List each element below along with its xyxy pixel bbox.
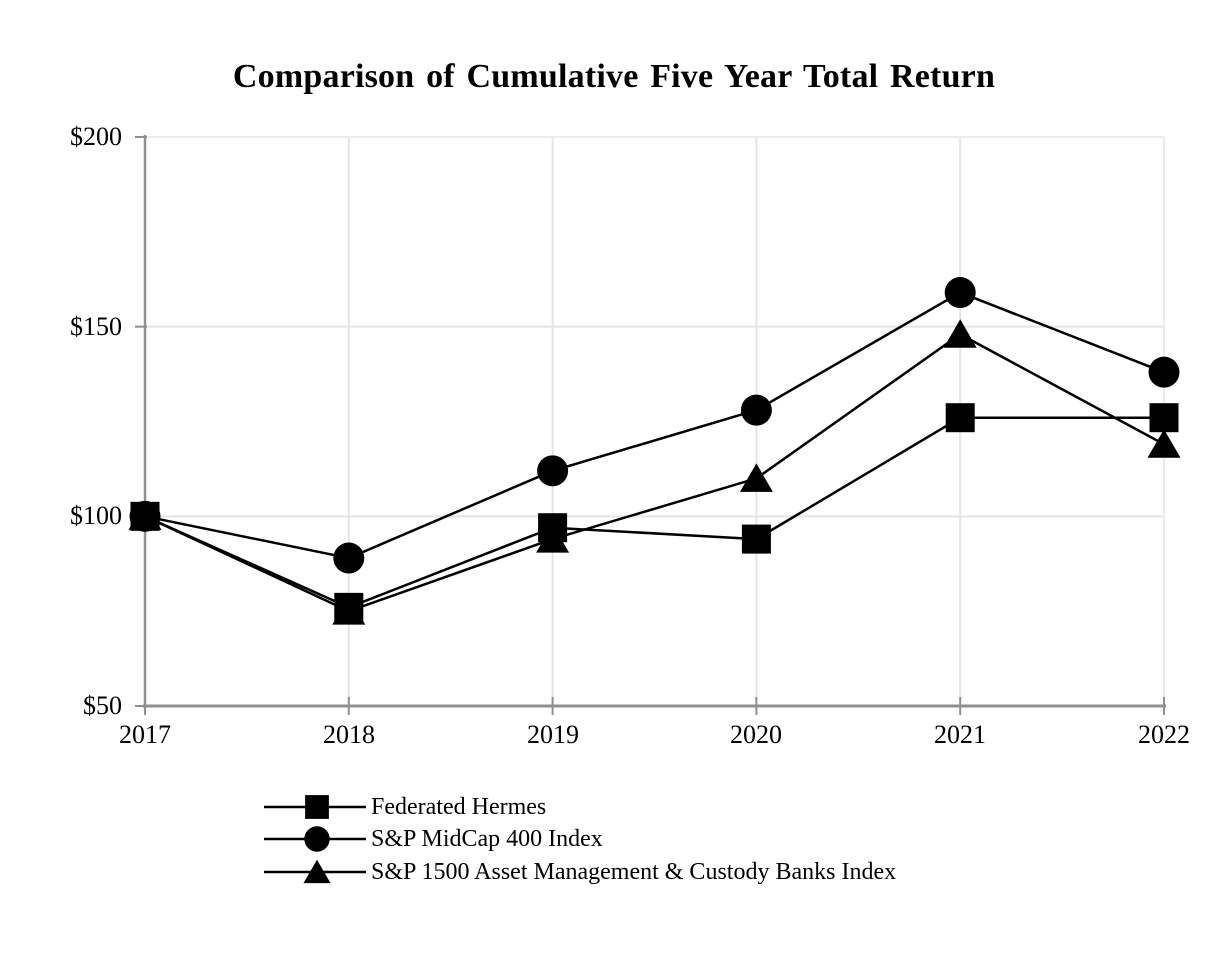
marker-square (538, 513, 568, 543)
marker-square (741, 524, 771, 554)
marker-square (130, 501, 160, 531)
y-axis-label-200: $200 (70, 122, 122, 151)
marker-circle (944, 277, 976, 309)
marker-circle (740, 394, 772, 426)
x-axis-label-2017: 2017 (119, 720, 171, 749)
chart-title: Comparison of Cumulative Five Year Total… (232, 58, 996, 95)
x-axis-label-2020: 2020 (730, 720, 782, 749)
x-axis-label-2019: 2019 (527, 720, 579, 749)
marker-square (1149, 403, 1179, 433)
x-axis-label-2018: 2018 (323, 720, 375, 749)
marker-triangle (739, 463, 773, 492)
legend-label-federated-hermes: Federated Hermes (371, 794, 547, 820)
legend-marker-circle (304, 826, 330, 852)
legend-label-sp-1500-asset-management-custody-banks-index: S&P 1500 Asset Management & Custody Bank… (371, 859, 897, 885)
y-axis-label-100: $100 (70, 501, 122, 530)
x-axis-label-2022: 2022 (1138, 720, 1190, 749)
marker-triangle (1147, 429, 1181, 458)
marker-square (945, 403, 975, 433)
y-axis-label-150: $150 (70, 312, 122, 341)
marker-circle (537, 455, 569, 487)
legend-marker-triangle (303, 859, 331, 884)
y-axis-label-50: $50 (83, 691, 122, 720)
series-line-federated-hermes (144, 416, 1164, 609)
x-axis-label-2021: 2021 (934, 720, 986, 749)
legend-label-sp-midcap-400-index: S&P MidCap 400 Index (371, 826, 603, 852)
series-line-s-p-1500-asset-management-custody-banks-index (144, 332, 1165, 613)
marker-square (334, 592, 364, 622)
marker-triangle (943, 319, 977, 348)
marker-circle (333, 542, 365, 574)
marker-circle (1148, 356, 1180, 388)
series-line-s-p-midcap-400-index (144, 291, 1165, 560)
legend-marker-square (305, 795, 329, 819)
